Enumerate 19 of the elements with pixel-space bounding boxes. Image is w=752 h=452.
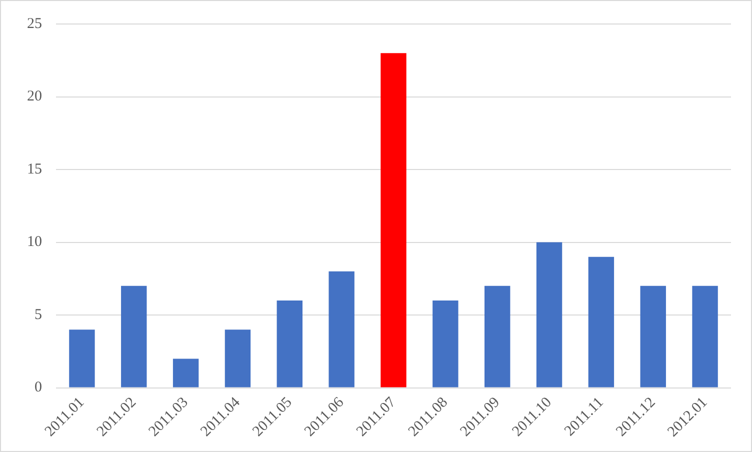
bar	[121, 286, 147, 388]
y-tick-label: 25	[27, 16, 42, 32]
bar	[432, 300, 458, 388]
bar	[69, 330, 95, 388]
bar	[588, 256, 614, 388]
bar	[224, 330, 251, 388]
bar	[484, 286, 510, 388]
y-tick-label: 10	[27, 234, 42, 250]
y-tick-label: 5	[34, 306, 42, 323]
y-tick-label: 15	[27, 161, 42, 178]
bar	[692, 286, 718, 388]
bar	[640, 286, 666, 388]
bar	[328, 271, 354, 388]
bar	[172, 358, 199, 388]
bar	[276, 300, 303, 388]
bar	[380, 53, 406, 388]
y-tick-label: 0	[34, 380, 42, 396]
bar	[536, 242, 562, 388]
y-tick-label: 20	[27, 88, 42, 105]
